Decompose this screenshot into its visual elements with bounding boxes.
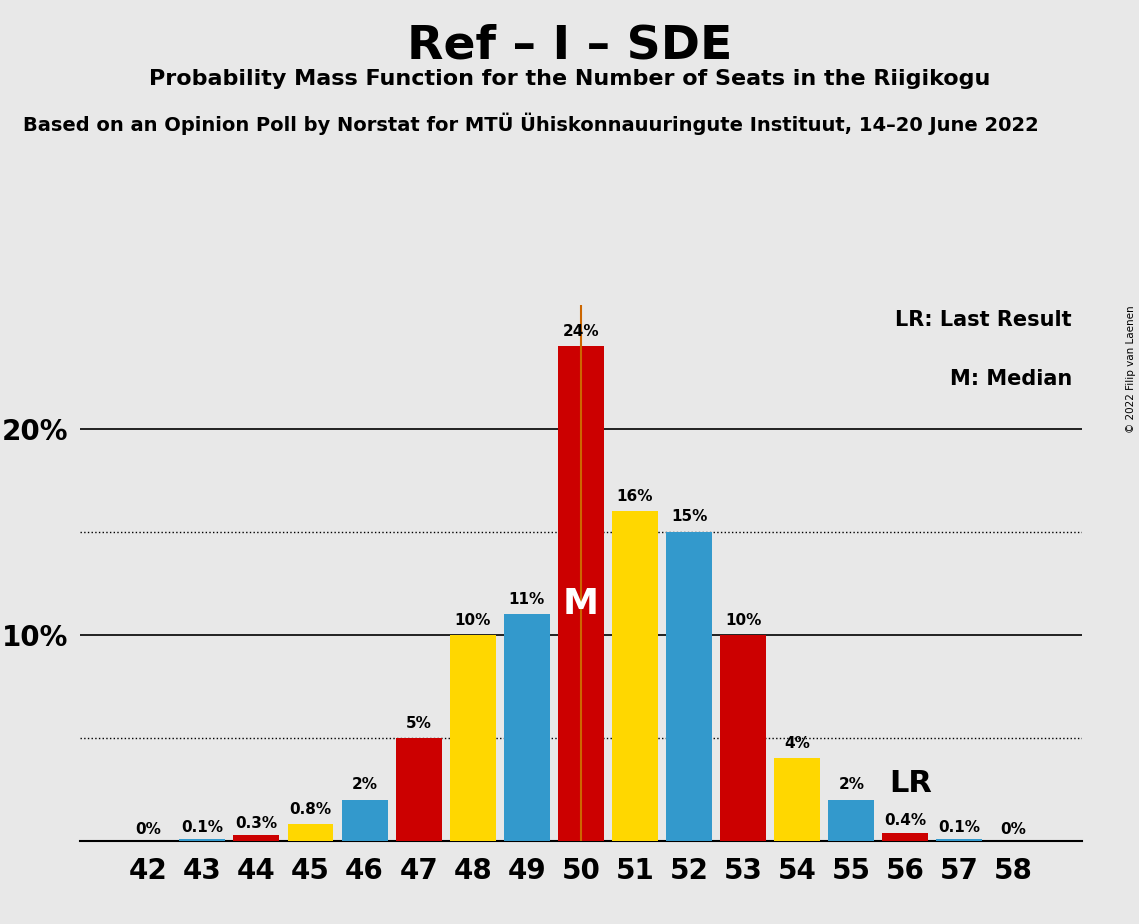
Bar xyxy=(828,799,875,841)
Text: 5%: 5% xyxy=(405,715,432,731)
Bar xyxy=(775,759,820,841)
Bar xyxy=(179,839,226,841)
Bar xyxy=(720,635,767,841)
Text: 0.4%: 0.4% xyxy=(884,813,926,829)
Bar xyxy=(666,531,712,841)
Text: Ref – I – SDE: Ref – I – SDE xyxy=(407,23,732,68)
Text: 0.3%: 0.3% xyxy=(236,816,278,831)
Bar xyxy=(503,614,550,841)
Text: 0.1%: 0.1% xyxy=(939,820,981,834)
Text: 11%: 11% xyxy=(509,592,544,607)
Text: 16%: 16% xyxy=(616,489,654,504)
Bar xyxy=(450,635,495,841)
Text: 0.1%: 0.1% xyxy=(181,820,223,834)
Bar xyxy=(612,511,658,841)
Text: 2%: 2% xyxy=(352,777,378,793)
Text: M: Median: M: Median xyxy=(950,370,1072,389)
Text: 15%: 15% xyxy=(671,509,707,525)
Text: Probability Mass Function for the Number of Seats in the Riigikogu: Probability Mass Function for the Number… xyxy=(149,69,990,90)
Bar xyxy=(558,346,604,841)
Text: 0.8%: 0.8% xyxy=(289,802,331,817)
Text: 0%: 0% xyxy=(136,822,162,837)
Bar xyxy=(233,834,279,841)
Bar xyxy=(936,839,983,841)
Text: M: M xyxy=(563,587,599,621)
Text: © 2022 Filip van Laenen: © 2022 Filip van Laenen xyxy=(1126,306,1136,433)
Text: 2%: 2% xyxy=(838,777,865,793)
Text: 10%: 10% xyxy=(724,613,761,627)
Bar xyxy=(395,737,442,841)
Bar xyxy=(883,833,928,841)
Bar xyxy=(342,799,387,841)
Text: 24%: 24% xyxy=(563,324,599,339)
Text: Based on an Opinion Poll by Norstat for MTÜ Ühiskonnauuringute Instituut, 14–20 : Based on an Opinion Poll by Norstat for … xyxy=(23,113,1039,135)
Text: 10%: 10% xyxy=(454,613,491,627)
Text: 0%: 0% xyxy=(1000,822,1026,837)
Text: 4%: 4% xyxy=(785,736,810,751)
Text: LR: Last Result: LR: Last Result xyxy=(895,310,1072,330)
Bar xyxy=(287,824,334,841)
Text: LR: LR xyxy=(890,769,932,797)
